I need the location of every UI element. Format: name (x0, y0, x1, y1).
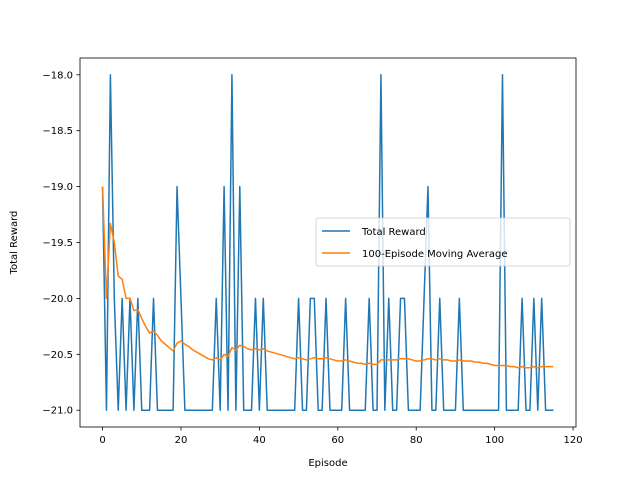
y-tick-label: −19.0 (42, 182, 73, 193)
legend-label-moving-average: 100-Episode Moving Average (362, 249, 508, 260)
y-axis-label: Total Reward (9, 211, 20, 276)
series-total-reward-line (101, 74, 554, 411)
x-tick-label: 20 (175, 435, 188, 446)
y-tick-label: −19.5 (42, 238, 73, 249)
y-tick-label: −18.0 (42, 70, 73, 81)
x-tick-label: 0 (99, 435, 105, 446)
x-tick-label: 40 (253, 435, 266, 446)
y-tick-label: −20.5 (42, 350, 73, 361)
plot-area (101, 74, 554, 411)
series-moving-average-line (101, 186, 554, 369)
y-tick-label: −20.0 (42, 294, 73, 305)
legend-label-total-reward: Total Reward (361, 227, 426, 238)
legend-box (315, 217, 571, 267)
y-tick-label: −18.5 (42, 126, 73, 137)
x-axis: 0 20 40 60 80 100 120 (99, 427, 583, 446)
x-axis-label: Episode (308, 458, 347, 469)
legend: Total Reward 100-Episode Moving Average (315, 217, 571, 267)
y-tick-label: −21.0 (42, 406, 73, 417)
x-tick-label: 60 (331, 435, 344, 446)
y-axis: −21.0 −20.5 −20.0 −19.5 −19.0 −18.5 −18.0 (42, 70, 80, 417)
x-tick-label: 120 (564, 435, 583, 446)
x-tick-label: 100 (485, 435, 504, 446)
x-tick-label: 80 (410, 435, 423, 446)
